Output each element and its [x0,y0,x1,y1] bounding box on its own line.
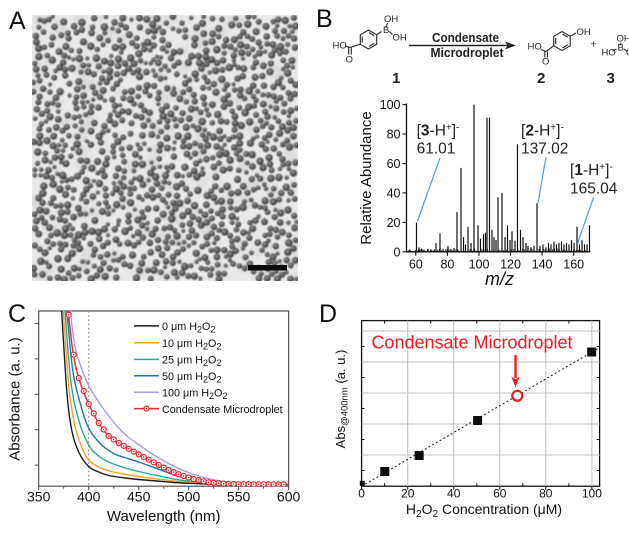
svg-text:0: 0 [358,487,365,501]
svg-text:100: 100 [469,257,490,271]
svg-text:80: 80 [440,257,454,271]
svg-text:350: 350 [27,489,51,505]
svg-text:60: 60 [493,487,507,501]
svg-text:137.02: 137.02 [521,141,568,158]
svg-text:H2O2 Concentration (μM): H2O2 Concentration (μM) [406,501,562,520]
svg-text:Relative Abundance: Relative Abundance [358,111,375,244]
svg-text:B: B [618,43,624,54]
svg-text:Condensate Microdroplet: Condensate Microdroplet [371,333,572,353]
svg-text:OH: OH [393,33,407,44]
svg-text:10 μm H2O2: 10 μm H2O2 [162,338,221,352]
svg-text:400: 400 [77,489,101,505]
svg-text:OH: OH [384,14,398,25]
svg-text:165.04: 165.04 [570,181,618,198]
svg-text:O: O [542,57,549,68]
svg-text:500: 500 [177,489,201,505]
svg-text:40: 40 [447,487,461,501]
svg-text:120: 120 [500,257,521,271]
svg-text:Wavelength (nm): Wavelength (nm) [107,508,221,525]
svg-text:50 μm H2O2: 50 μm H2O2 [162,371,221,385]
svg-text:80: 80 [539,487,553,501]
svg-text:40: 40 [387,186,401,200]
svg-text:Condensate: Condensate [432,31,499,45]
svg-text:1: 1 [392,70,400,87]
svg-text:[1-H+]-: [1-H+]- [570,162,613,179]
svg-text:100: 100 [582,487,602,501]
svg-text:C: C [8,300,26,328]
svg-text:0 μm H2O2: 0 μm H2O2 [162,321,215,335]
svg-text:OH: OH [617,34,629,45]
svg-text:B: B [383,25,389,36]
svg-text:HO: HO [333,41,347,52]
svg-text:550: 550 [227,489,251,505]
svg-text:450: 450 [127,489,151,505]
svg-text:HO: HO [528,42,542,53]
svg-text:O: O [346,55,353,66]
svg-text:60: 60 [409,257,423,271]
svg-text:Abs@400nm (a. u.): Abs@400nm (a. u.) [333,350,351,449]
svg-text:Absorbance (a. u.): Absorbance (a. u.) [7,337,24,460]
svg-text:B: B [316,5,333,33]
svg-text:60: 60 [387,157,401,171]
svg-text:Microdroplet: Microdroplet [431,46,505,60]
svg-text:A: A [9,7,26,35]
svg-text:80: 80 [387,128,401,142]
svg-text:3: 3 [607,70,615,87]
svg-text:100: 100 [380,98,401,112]
svg-text:Condensate Microdroplet: Condensate Microdroplet [162,404,283,416]
svg-text:20: 20 [401,487,415,501]
svg-text:0: 0 [394,245,401,259]
svg-text:HO: HO [602,48,616,59]
svg-text:O: O [626,48,629,59]
svg-text:100 μm H2O2: 100 μm H2O2 [162,388,227,402]
svg-text:600: 600 [277,489,301,505]
svg-text:[3-H+]-: [3-H+]- [417,123,460,140]
svg-text:160: 160 [563,257,584,271]
svg-text:25 μm H2O2: 25 μm H2O2 [162,355,221,369]
svg-text:+: + [591,39,597,51]
svg-text:20: 20 [387,216,401,230]
svg-text:140: 140 [532,257,553,271]
svg-text:OH: OH [577,27,591,38]
svg-text:D: D [319,300,337,328]
svg-text:m/z: m/z [485,269,514,289]
svg-text:2: 2 [537,70,545,87]
svg-text:61.01: 61.01 [417,141,456,158]
svg-text:[2-H+]-: [2-H+]- [521,123,564,140]
